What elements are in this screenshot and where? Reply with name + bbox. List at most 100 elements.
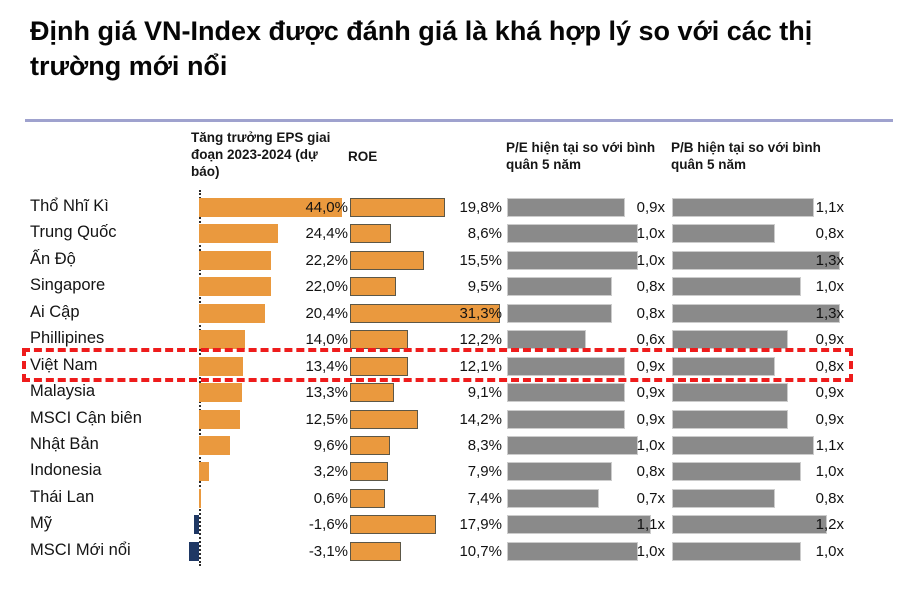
chart-row: Indonesia 3,2% 7,9% 0,8x 1,0x bbox=[0, 458, 900, 484]
pb-bar bbox=[672, 409, 789, 429]
eps-bar bbox=[199, 224, 279, 244]
pb-value-label: 1,1x bbox=[815, 199, 844, 216]
chart-row: Singapore 22,0% 9,5% 0,8x 1,0x bbox=[0, 273, 900, 299]
pe-bar bbox=[507, 330, 586, 350]
pe-bar bbox=[507, 515, 651, 535]
roe-value-label: 17,9% bbox=[459, 516, 502, 534]
pe-value-label: 1,1x bbox=[636, 516, 665, 534]
pe-value-label: 1,0x bbox=[636, 436, 665, 454]
roe-value-label: 7,4% bbox=[467, 489, 502, 507]
eps-bar bbox=[188, 541, 199, 561]
pe-bar bbox=[507, 250, 638, 270]
chart-row: Ấn Độ 22,2% 15,5% 1,0x 1,3x bbox=[0, 247, 900, 273]
pe-value-label: 0,8x bbox=[636, 304, 665, 322]
pb-bar bbox=[672, 303, 840, 323]
pe-bar bbox=[507, 541, 638, 561]
chart-row: MSCI Cận biên 12,5% 14,2% 0,9x 0,9x bbox=[0, 406, 900, 432]
column-header-pe: P/E hiện tại so với bình quân 5 năm bbox=[506, 140, 656, 172]
country-label: Ai Cập bbox=[30, 302, 80, 321]
eps-bar bbox=[199, 462, 210, 482]
roe-value-label: 31,3% bbox=[459, 304, 502, 322]
pe-value-label: 0,9x bbox=[636, 410, 665, 428]
roe-bar bbox=[350, 356, 408, 376]
pe-value-label: 0,6x bbox=[636, 331, 665, 349]
pe-value-label: 0,8x bbox=[636, 278, 665, 296]
eps-bar bbox=[199, 488, 201, 508]
eps-value-label: 14,0% bbox=[305, 331, 348, 349]
roe-bar bbox=[350, 488, 386, 508]
eps-value-label: -3,1% bbox=[308, 542, 348, 560]
eps-value-label: 9,6% bbox=[313, 436, 348, 454]
country-label: Phillipines bbox=[30, 329, 105, 348]
pe-value-label: 0,9x bbox=[636, 384, 665, 402]
roe-bar bbox=[350, 409, 419, 429]
pe-bar bbox=[507, 488, 599, 508]
pb-bar bbox=[672, 462, 802, 482]
eps-bar bbox=[199, 356, 243, 376]
pe-bar bbox=[507, 356, 625, 376]
country-label: Ấn Độ bbox=[30, 249, 76, 268]
country-label: MSCI Cận biên bbox=[30, 408, 142, 427]
roe-bar bbox=[350, 435, 390, 455]
chart-row: Malaysia 13,3% 9,1% 0,9x 0,9x bbox=[0, 379, 900, 405]
roe-value-label: 14,2% bbox=[459, 410, 502, 428]
eps-value-label: 22,2% bbox=[305, 251, 348, 269]
roe-bar bbox=[350, 277, 396, 297]
roe-bar bbox=[350, 198, 445, 217]
roe-bar bbox=[350, 541, 402, 561]
pe-bar bbox=[507, 383, 625, 403]
chart-row: Thổ Nhĩ Kì 44,0% 19,8% 0,9x 1,1x bbox=[0, 194, 900, 220]
chart-row: Ai Cập 20,4% 31,3% 0,8x 1,3x bbox=[0, 300, 900, 326]
pb-bar bbox=[672, 541, 802, 561]
title-separator-line bbox=[25, 119, 893, 122]
roe-value-label: 10,7% bbox=[459, 542, 502, 560]
pe-value-label: 1,0x bbox=[636, 225, 665, 243]
pe-bar bbox=[507, 277, 612, 297]
pb-value-label: 1,2x bbox=[815, 516, 844, 534]
roe-bar bbox=[350, 383, 394, 403]
pe-bar bbox=[507, 303, 612, 323]
roe-bar bbox=[350, 224, 392, 244]
roe-bar bbox=[350, 515, 436, 535]
column-header-roe: ROE bbox=[348, 149, 378, 164]
country-label: Malaysia bbox=[30, 382, 96, 401]
column-header-pb: P/B hiện tại so với bình quân 5 năm bbox=[671, 140, 821, 172]
pe-value-label: 1,0x bbox=[636, 542, 665, 560]
roe-value-label: 7,9% bbox=[467, 463, 502, 481]
pe-value-label: 0,8x bbox=[636, 463, 665, 481]
eps-value-label: 44,0% bbox=[305, 199, 348, 216]
pb-value-label: 1,0x bbox=[815, 542, 844, 560]
pb-value-label: 0,9x bbox=[815, 410, 844, 428]
eps-value-label: 22,0% bbox=[305, 278, 348, 296]
pb-bar bbox=[672, 224, 776, 244]
eps-bar bbox=[199, 303, 266, 323]
pb-bar bbox=[672, 383, 789, 403]
roe-value-label: 15,5% bbox=[459, 251, 502, 269]
pe-bar bbox=[507, 409, 625, 429]
country-label: Việt Nam bbox=[30, 355, 98, 374]
chart-row: Thái Lan 0,6% 7,4% 0,7x 0,8x bbox=[0, 485, 900, 511]
pb-value-label: 0,9x bbox=[815, 384, 844, 402]
chart-row: Nhật Bản 9,6% 8,3% 1,0x 1,1x bbox=[0, 432, 900, 458]
pb-bar bbox=[672, 277, 802, 297]
vietnam-highlight-box bbox=[22, 348, 853, 382]
pe-bar bbox=[507, 462, 612, 482]
eps-bar bbox=[199, 383, 243, 403]
country-label: Mỹ bbox=[30, 514, 52, 533]
country-label: Nhật Bản bbox=[30, 434, 99, 453]
pb-value-label: 0,8x bbox=[815, 225, 844, 243]
roe-bar bbox=[350, 462, 388, 482]
pb-bar bbox=[672, 435, 815, 455]
chart-row: Trung Quốc 24,4% 8,6% 1,0x 0,8x bbox=[0, 220, 900, 246]
country-label: Thổ Nhĩ Kì bbox=[30, 197, 109, 215]
eps-bar bbox=[199, 330, 245, 350]
eps-value-label: 13,3% bbox=[305, 384, 348, 402]
pb-bar bbox=[672, 198, 815, 217]
eps-value-label: 3,2% bbox=[313, 463, 348, 481]
roe-value-label: 12,1% bbox=[459, 357, 502, 375]
country-label: Thái Lan bbox=[30, 487, 95, 506]
eps-bar bbox=[199, 409, 240, 429]
eps-bar bbox=[193, 515, 199, 535]
eps-value-label: 12,5% bbox=[305, 410, 348, 428]
